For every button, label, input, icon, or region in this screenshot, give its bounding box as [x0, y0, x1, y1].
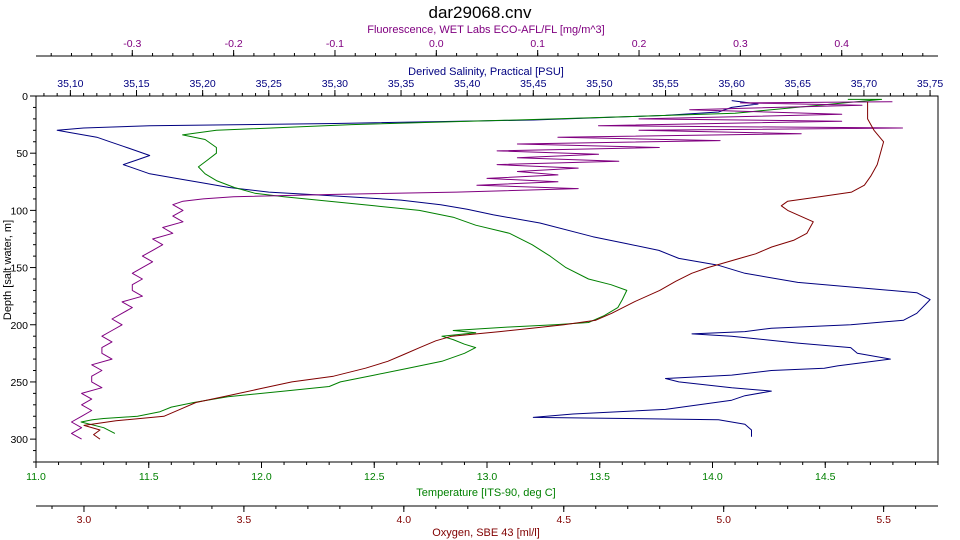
salinity-tick-label: 35,45	[520, 78, 546, 90]
depth-axis-label: Depth [salt water, m]	[2, 220, 14, 320]
salinity-profile-line	[56, 100, 931, 437]
fluorescence-profile-line	[71, 101, 903, 440]
fluorescence-tick-label: -0.3	[123, 38, 141, 50]
salinity-tick-label: 35,75	[917, 78, 943, 90]
fluorescence-tick-label: 0.0	[429, 38, 444, 50]
depth-tick-label: 200	[10, 320, 28, 332]
oxygen-tick-label: 5.0	[716, 514, 731, 526]
oxygen-profile-line	[83, 101, 885, 440]
salinity-tick-label: 35,55	[652, 78, 678, 90]
oxygen-tick-label: 3.0	[77, 514, 92, 526]
depth-tick-label: 100	[10, 205, 28, 217]
fluorescence-tick-label: -0.1	[326, 38, 344, 50]
depth-tick-label: 250	[10, 377, 28, 389]
temperature-axis-label: Temperature [ITS-90, deg C]	[416, 487, 555, 499]
salinity-tick-label: 35,10	[57, 78, 83, 90]
temperature-axis: Temperature [ITS-90, deg C] 11.0 11.5 12.0…	[26, 462, 939, 499]
fluorescence-tick-label: -0.2	[225, 38, 243, 50]
salinity-tick-label: 35,50	[586, 78, 612, 90]
salinity-tick-label: 35,20	[190, 78, 216, 90]
oxygen-axis-label: Oxygen, SBE 43 [ml/l]	[432, 527, 540, 539]
salinity-axis: Derived Salinity, Practical [PSU] 35,10 3…	[43, 66, 943, 96]
depth-tick-label: 300	[10, 434, 28, 446]
salinity-tick-label: 35,30	[322, 78, 348, 90]
oxygen-tick-label: 4.5	[556, 514, 571, 526]
temperature-tick-label: 11.0	[26, 471, 46, 483]
depth-tick-label: 150	[10, 263, 28, 275]
temperature-tick-label: 11.5	[139, 471, 159, 483]
salinity-tick-label: 35,70	[851, 78, 877, 90]
temperature-tick-label: 14.5	[815, 471, 836, 483]
chart-title: dar29068.cnv	[428, 3, 532, 22]
temperature-tick-label: 12.0	[251, 471, 272, 483]
salinity-tick-label: 35,15	[123, 78, 149, 90]
fluorescence-tick-label: 0.1	[530, 38, 545, 50]
salinity-tick-label: 35,25	[256, 78, 282, 90]
temperature-tick-label: 14.0	[702, 471, 723, 483]
temperature-tick-label: 12.5	[364, 471, 385, 483]
fluorescence-tick-label: 0.4	[834, 38, 849, 50]
oxygen-tick-label: 5.5	[876, 514, 891, 526]
oxygen-tick-label: 3.5	[237, 514, 252, 526]
fluorescence-tick-label: 0.3	[733, 38, 748, 50]
temperature-profile-line	[80, 98, 883, 434]
depth-tick-label: 0	[22, 91, 28, 103]
fluorescence-tick-label: 0.2	[632, 38, 647, 50]
salinity-tick-label: 35,35	[388, 78, 414, 90]
fluorescence-axis-label: Fluorescence, WET Labs ECO-AFL/FL [mg/m^…	[367, 24, 604, 36]
salinity-tick-label: 35,40	[454, 78, 480, 90]
depth-tick-label: 50	[16, 148, 28, 160]
temperature-tick-label: 13.0	[477, 471, 498, 483]
salinity-axis-label: Derived Salinity, Practical [PSU]	[408, 66, 564, 78]
salinity-tick-label: 35,60	[719, 78, 745, 90]
fluorescence-axis: Fluorescence, WET Labs ECO-AFL/FL [mg/m^…	[36, 24, 938, 57]
salinity-tick-label: 35,65	[785, 78, 811, 90]
oxygen-tick-label: 4.0	[397, 514, 412, 526]
temperature-tick-label: 13.5	[590, 471, 611, 483]
depth-axis: Depth [salt water, m] 0 50 100 150 200 250 300	[2, 91, 36, 463]
oxygen-axis: Oxygen, SBE 43 [ml/l] 3.0 3.5 4.0 4.5 5.0 5.5	[36, 505, 938, 539]
series-layer	[56, 98, 931, 440]
